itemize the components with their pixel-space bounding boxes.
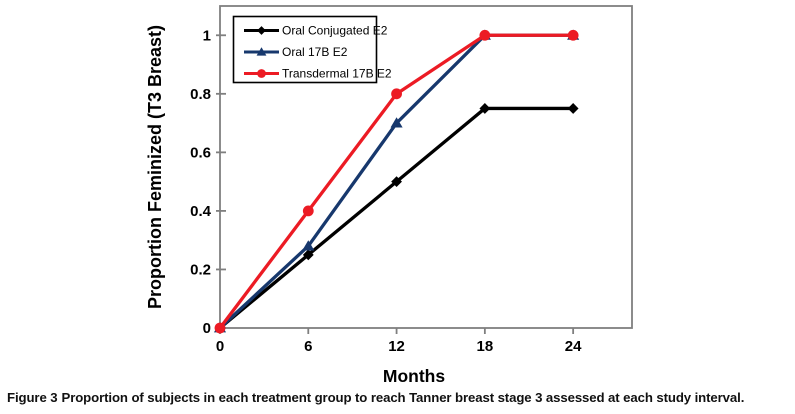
circle-marker — [391, 88, 402, 100]
legend-triangle-marker — [256, 47, 267, 56]
diamond-marker — [391, 176, 402, 188]
legend-label: Oral Conjugated E2 — [282, 24, 388, 38]
y-tick-label: 0.4 — [190, 203, 212, 220]
y-tick-label: 0.2 — [190, 261, 211, 278]
x-tick-label: 24 — [565, 338, 582, 355]
y-tick-label: 0.6 — [190, 144, 211, 161]
legend: Oral Conjugated E2 Oral 17B E2 Transdermal… — [232, 15, 392, 84]
x-tick-label: 12 — [388, 338, 405, 355]
x-tick-label: 18 — [477, 338, 494, 355]
circle-marker — [567, 29, 579, 41]
figure-caption: Figure 3 Proportion of subjects in each t… — [7, 390, 791, 405]
figure-caption-label: Figure 3 — [7, 390, 58, 405]
triangle-marker — [302, 240, 315, 251]
diamond-series-line — [218, 106, 574, 330]
legend-label: Oral 17B E2 — [282, 45, 348, 59]
circle-marker — [214, 322, 226, 334]
diamond-marker — [479, 103, 491, 114]
legend-label: Transdermal 17B E2 — [282, 67, 392, 81]
plot-area — [219, 5, 633, 329]
circle-marker — [302, 205, 314, 217]
circle-marker — [479, 29, 491, 41]
diamond-marker — [567, 103, 579, 114]
legend-circle-marker — [257, 69, 266, 78]
legend-diamond-marker — [257, 26, 266, 35]
legend-box — [232, 15, 378, 84]
y-tick-label: 0.8 — [190, 86, 211, 103]
y-tick-label: 1 — [203, 27, 211, 44]
y-axis-title: Proportion Feminized (T3 Breast) — [145, 25, 165, 309]
x-axis-title: Months — [383, 366, 445, 386]
y-tick-label: 0 — [203, 320, 211, 337]
figure-caption-text: Proportion of subjects in each treatment… — [61, 390, 745, 405]
x-tick-label: 6 — [304, 338, 312, 355]
line-chart: 0 6 12 18 24 0 0.2 0.4 0.6 0.8 1 Oral Conjugated E… — [145, 5, 633, 386]
x-tick-label: 0 — [216, 338, 224, 355]
triangle-marker — [390, 117, 403, 128]
data-series — [213, 29, 580, 334]
diamond-marker — [302, 249, 314, 261]
